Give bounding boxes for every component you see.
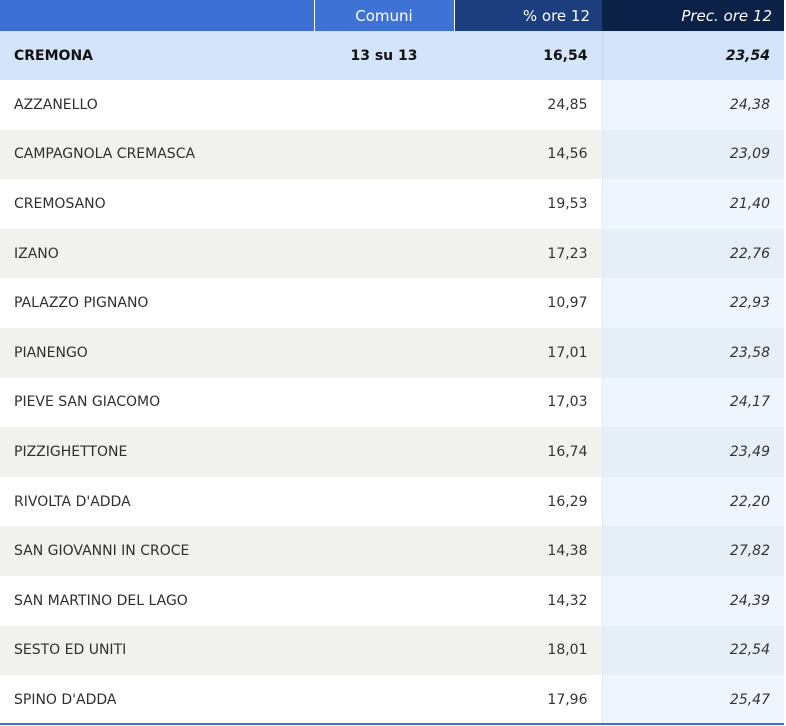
comune-empty — [314, 476, 454, 527]
comune-prec: 24,39 — [601, 575, 784, 626]
comune-pct: 17,03 — [454, 377, 602, 428]
total-pct: 16,54 — [454, 31, 602, 80]
table-row: SPINO D'ADDA 17,96 25,47 — [0, 675, 784, 725]
comune-name: SESTO ED UNITI — [0, 625, 314, 676]
comune-prec: 22,93 — [601, 278, 784, 328]
comune-name: PIANENGO — [0, 327, 314, 378]
comune-name: CREMOSANO — [0, 179, 314, 229]
table-row: SAN MARTINO DEL LAGO 14,32 24,39 — [0, 575, 784, 626]
header-prec-ore-12[interactable]: Prec. ore 12 — [602, 0, 784, 32]
comune-pct: 14,32 — [454, 575, 602, 626]
header-name — [0, 0, 315, 32]
comune-pct: 16,74 — [454, 427, 602, 477]
comune-prec: 22,54 — [601, 625, 784, 676]
comune-empty — [314, 80, 454, 130]
comune-name: PIEVE SAN GIACOMO — [0, 377, 314, 428]
comune-name: SPINO D'ADDA — [0, 675, 314, 725]
table-row: CREMOSANO 19,53 21,40 — [0, 179, 784, 229]
table-bottom-border — [0, 723, 784, 725]
comune-empty — [314, 427, 454, 477]
comune-name: SAN GIOVANNI IN CROCE — [0, 526, 314, 576]
comune-empty — [314, 377, 454, 428]
table-row: SESTO ED UNITI 18,01 22,54 — [0, 625, 784, 676]
comune-name: CAMPAGNOLA CREMASCA — [0, 129, 314, 180]
comune-empty — [314, 575, 454, 626]
comune-prec: 22,76 — [601, 228, 784, 279]
total-prec: 23,54 — [601, 31, 784, 80]
comune-prec: 23,09 — [601, 129, 784, 180]
comune-pct: 16,29 — [454, 476, 602, 527]
comune-prec: 21,40 — [601, 179, 784, 229]
table-row: PIANENGO 17,01 23,58 — [0, 327, 784, 378]
total-comuni: 13 su 13 — [314, 31, 454, 80]
table-row: PIEVE SAN GIACOMO 17,03 24,17 — [0, 377, 784, 428]
comune-name: PALAZZO PIGNANO — [0, 278, 314, 328]
comune-prec: 25,47 — [601, 675, 784, 725]
table-row: RIVOLTA D'ADDA 16,29 22,20 — [0, 476, 784, 527]
comune-pct: 17,01 — [454, 327, 602, 378]
comune-prec: 23,58 — [601, 327, 784, 378]
comune-empty — [314, 129, 454, 180]
table-row: SAN GIOVANNI IN CROCE 14,38 27,82 — [0, 526, 784, 576]
table-row: PALAZZO PIGNANO 10,97 22,93 — [0, 278, 784, 328]
header-comuni[interactable]: Comuni — [314, 0, 455, 32]
table-body: CREMONA 13 su 13 16,54 23,54 AZZANELLO 2… — [0, 31, 784, 725]
comune-name: PIZZIGHETTONE — [0, 427, 314, 477]
header-pct-ore-12[interactable]: % ore 12 — [454, 0, 602, 32]
header-row: Comuni % ore 12 Prec. ore 12 — [0, 0, 784, 32]
comune-empty — [314, 327, 454, 378]
comune-prec: 27,82 — [601, 526, 784, 576]
comune-prec: 22,20 — [601, 476, 784, 527]
total-name: CREMONA — [0, 31, 314, 80]
comune-pct: 24,85 — [454, 80, 602, 130]
comune-empty — [314, 278, 454, 328]
table-row: AZZANELLO 24,85 24,38 — [0, 80, 784, 130]
total-row: CREMONA 13 su 13 16,54 23,54 — [0, 31, 784, 80]
comune-pct: 14,56 — [454, 129, 602, 180]
comune-pct: 17,96 — [454, 675, 602, 725]
comune-pct: 17,23 — [454, 228, 602, 279]
table-row: PIZZIGHETTONE 16,74 23,49 — [0, 427, 784, 477]
comune-pct: 19,53 — [454, 179, 602, 229]
comune-pct: 10,97 — [454, 278, 602, 328]
comune-pct: 14,38 — [454, 526, 602, 576]
comune-name: SAN MARTINO DEL LAGO — [0, 575, 314, 626]
comune-empty — [314, 228, 454, 279]
comune-name: IZANO — [0, 228, 314, 279]
table-header: Comuni % ore 12 Prec. ore 12 — [0, 0, 784, 32]
comune-empty — [314, 625, 454, 676]
table-row: IZANO 17,23 22,76 — [0, 228, 784, 279]
table-row: CAMPAGNOLA CREMASCA 14,56 23,09 — [0, 129, 784, 180]
comune-name: RIVOLTA D'ADDA — [0, 476, 314, 527]
comune-pct: 18,01 — [454, 625, 602, 676]
comune-name: AZZANELLO — [0, 80, 314, 130]
comune-prec: 24,38 — [601, 80, 784, 130]
comune-empty — [314, 526, 454, 576]
comune-prec: 24,17 — [601, 377, 784, 428]
comune-empty — [314, 675, 454, 725]
comune-prec: 23,49 — [601, 427, 784, 477]
comune-empty — [314, 179, 454, 229]
